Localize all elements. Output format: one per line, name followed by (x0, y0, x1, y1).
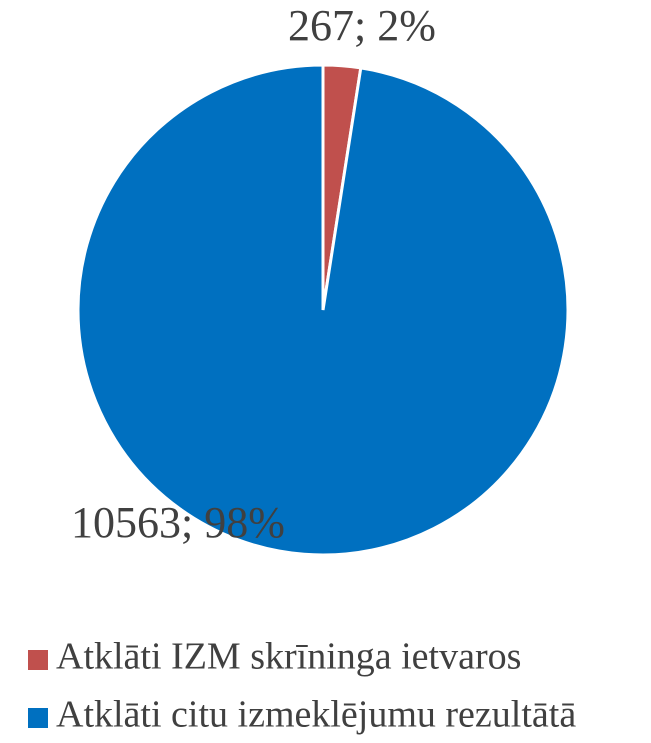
legend-label: Atklāti citu izmeklējumu rezultātā (56, 694, 576, 736)
pie-slice (76, 63, 570, 557)
legend-swatch (28, 650, 48, 670)
data-label: 267; 2% (288, 1, 436, 50)
data-label: 10563; 98% (71, 498, 285, 547)
legend-label: Atklāti IZM skrīninga ietvaros (56, 636, 521, 678)
legend-swatch (28, 708, 48, 728)
